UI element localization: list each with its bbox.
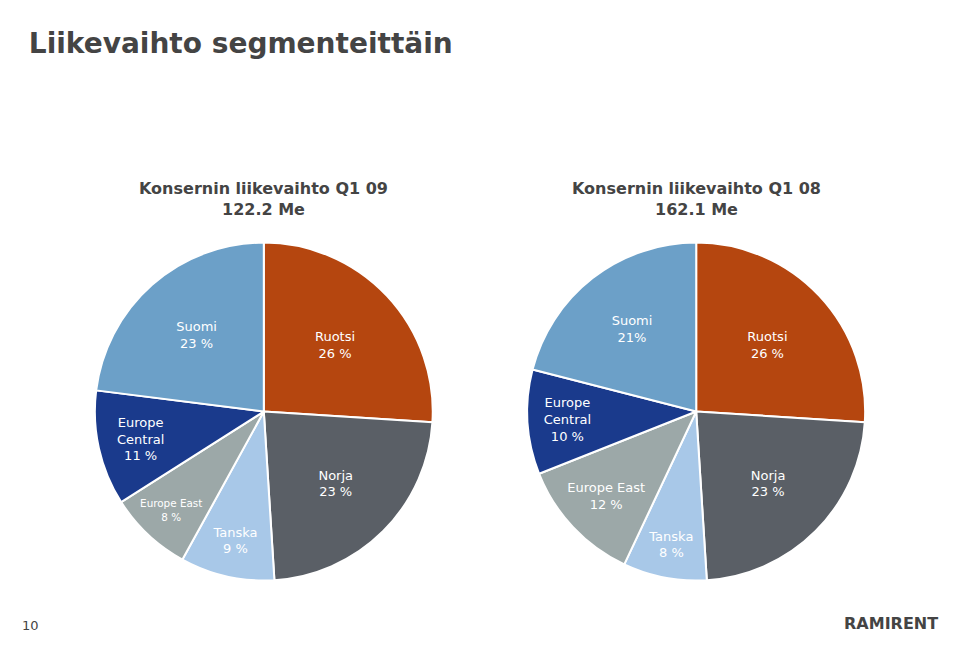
svg-text:Europe East12 %: Europe East12 % <box>567 480 645 512</box>
svg-text:EuropeCentral11 %: EuropeCentral11 % <box>117 415 164 464</box>
svg-text:Norja23 %: Norja23 % <box>318 468 353 500</box>
svg-text:Suomi23 %: Suomi23 % <box>176 319 217 351</box>
svg-text:Suomi21%: Suomi21% <box>612 313 653 345</box>
svg-text:Ruotsi26 %: Ruotsi26 % <box>315 329 355 361</box>
svg-text:Liikevaihto segmenteittäin: Liikevaihto segmenteittäin <box>29 27 453 60</box>
svg-text:Konsernin liikevaihto Q1 09122: Konsernin liikevaihto Q1 09122.2 Me <box>139 179 388 219</box>
svg-text:10: 10 <box>22 618 39 633</box>
svg-text:Europe East8 %: Europe East8 % <box>140 497 202 523</box>
svg-text:Tanska8 %: Tanska8 % <box>648 529 693 561</box>
svg-text:Tanska9 %: Tanska9 % <box>212 525 257 557</box>
svg-text:Konsernin liikevaihto Q1 08162: Konsernin liikevaihto Q1 08162.1 Me <box>572 179 821 219</box>
svg-text:EuropeCentral10 %: EuropeCentral10 % <box>544 395 591 444</box>
svg-text:Ruotsi26 %: Ruotsi26 % <box>747 329 787 361</box>
svg-text:RAMIRENT: RAMIRENT <box>844 614 938 633</box>
svg-text:Norja23 %: Norja23 % <box>751 468 786 500</box>
